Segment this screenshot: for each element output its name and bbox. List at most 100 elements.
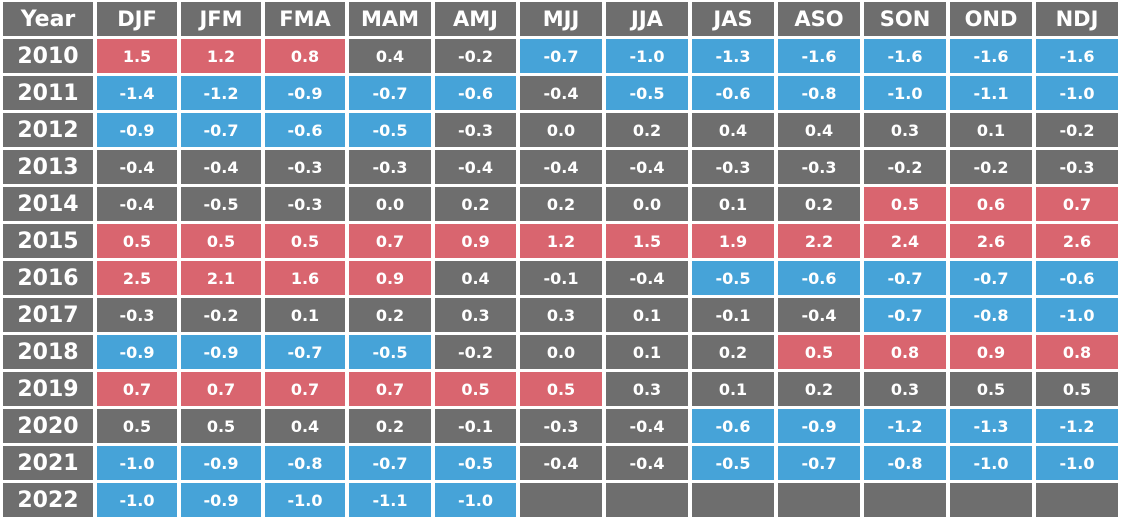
value-cell: -0.2 xyxy=(435,39,516,73)
value-cell: 0.3 xyxy=(520,298,602,332)
value-cell: -1.6 xyxy=(778,39,860,73)
value-cell: 0.7 xyxy=(181,372,261,406)
year-label: 2019 xyxy=(3,372,93,406)
value-cell: 0.1 xyxy=(606,335,688,369)
year-label: 2017 xyxy=(3,298,93,332)
value-cell: -0.7 xyxy=(349,446,431,480)
year-label: 2012 xyxy=(3,113,93,147)
header-row: Year DJF JFM FMA MAM AMJ MJJ JJA JAS ASO… xyxy=(3,2,1118,36)
value-cell: 0.0 xyxy=(520,113,602,147)
value-cell: -0.8 xyxy=(778,76,860,110)
value-cell: -0.9 xyxy=(97,113,177,147)
value-cell: -0.8 xyxy=(864,446,946,480)
value-cell: -1.4 xyxy=(97,76,177,110)
value-cell: 0.7 xyxy=(349,224,431,258)
value-cell: -0.3 xyxy=(97,298,177,332)
year-label: 2011 xyxy=(3,76,93,110)
value-cell: -0.1 xyxy=(520,261,602,295)
value-cell: -0.2 xyxy=(864,150,946,184)
empty-cell xyxy=(950,483,1032,517)
table-row: 2016 2.5 2.1 1.6 0.9 0.4 -0.1 -0.4 -0.5 -0.6 -0.7-… xyxy=(3,261,1118,295)
value-cell: 0.2 xyxy=(778,372,860,406)
value-cell: -1.2 xyxy=(1036,409,1118,443)
season-header-jja: JJA xyxy=(606,2,688,36)
year-label: 2021 xyxy=(3,446,93,480)
year-label: 2013 xyxy=(3,150,93,184)
value-cell: 1.5 xyxy=(606,224,688,258)
table-row: 2017 -0.3 -0.2 0.1 0.2 0.3 0.3 0.1 -0.1 -0.4 -0.7-… xyxy=(3,298,1118,332)
value-cell: 0.2 xyxy=(349,298,431,332)
value-cell: 0.9 xyxy=(349,261,431,295)
empty-cell xyxy=(692,483,774,517)
table-body: 2010 1.5 1.2 0.8 0.4 -0.2 -0.7 -1.0 -1.3 -1.6 -1.6… xyxy=(3,39,1118,517)
value-cell: 0.2 xyxy=(435,187,516,221)
value-cell: -0.4 xyxy=(778,298,860,332)
value-cell: -0.6 xyxy=(1036,261,1118,295)
value-cell: 0.1 xyxy=(606,298,688,332)
empty-cell xyxy=(606,483,688,517)
value-cell: -1.0 xyxy=(97,446,177,480)
value-cell: -1.0 xyxy=(1036,76,1118,110)
value-cell: -1.1 xyxy=(349,483,431,517)
value-cell: -0.4 xyxy=(520,76,602,110)
value-cell: -0.3 xyxy=(778,150,860,184)
value-cell: 1.6 xyxy=(265,261,345,295)
season-header-jas: JAS xyxy=(692,2,774,36)
value-cell: 0.1 xyxy=(692,187,774,221)
value-cell: 0.2 xyxy=(692,335,774,369)
value-cell: -0.7 xyxy=(864,261,946,295)
value-cell: -0.7 xyxy=(864,298,946,332)
value-cell: -0.5 xyxy=(349,113,431,147)
value-cell: 0.7 xyxy=(265,372,345,406)
value-cell: -0.5 xyxy=(349,335,431,369)
value-cell: -0.3 xyxy=(520,409,602,443)
year-label: 2016 xyxy=(3,261,93,295)
value-cell: 2.6 xyxy=(1036,224,1118,258)
value-cell: 0.7 xyxy=(349,372,431,406)
table-row: 2014 -0.4 -0.5 -0.3 0.0 0.2 0.2 0.0 0.1 0.2 0.5 0.6… xyxy=(3,187,1118,221)
value-cell: -1.2 xyxy=(181,76,261,110)
value-cell: 0.1 xyxy=(692,372,774,406)
value-cell: -0.4 xyxy=(435,150,516,184)
year-column-header: Year xyxy=(3,2,93,36)
value-cell: 0.5 xyxy=(1036,372,1118,406)
value-cell: -0.4 xyxy=(97,150,177,184)
season-header-amj: AMJ xyxy=(435,2,516,36)
value-cell: 0.8 xyxy=(864,335,946,369)
year-label: 2020 xyxy=(3,409,93,443)
value-cell: 0.5 xyxy=(950,372,1032,406)
value-cell: 0.5 xyxy=(864,187,946,221)
table-row: 2018 -0.9 -0.9 -0.7 -0.5 -0.2 0.0 0.1 0.2 0.5 0.8 0… xyxy=(3,335,1118,369)
value-cell: -1.0 xyxy=(950,446,1032,480)
value-cell: -0.2 xyxy=(435,335,516,369)
value-cell: 0.9 xyxy=(950,335,1032,369)
table-row: 2010 1.5 1.2 0.8 0.4 -0.2 -0.7 -1.0 -1.3 -1.6 -1.6… xyxy=(3,39,1118,73)
season-header-fma: FMA xyxy=(265,2,345,36)
value-cell: -1.0 xyxy=(864,76,946,110)
value-cell: -1.6 xyxy=(1036,39,1118,73)
value-cell: -0.4 xyxy=(97,187,177,221)
value-cell: -0.9 xyxy=(181,335,261,369)
value-cell: 0.8 xyxy=(1036,335,1118,369)
year-label: 2014 xyxy=(3,187,93,221)
value-cell: 0.9 xyxy=(435,224,516,258)
value-cell: 1.5 xyxy=(97,39,177,73)
value-cell: 0.3 xyxy=(864,113,946,147)
table-row: 2019 0.7 0.7 0.7 0.7 0.5 0.5 0.3 0.1 0.2 0.3 0.5 0.5 xyxy=(3,372,1118,406)
table-row: 2021 -1.0 -0.9 -0.8 -0.7 -0.5 -0.4 -0.4 -0.5 -0.7… xyxy=(3,446,1118,480)
value-cell: 0.6 xyxy=(950,187,1032,221)
value-cell: -1.6 xyxy=(864,39,946,73)
value-cell: 2.1 xyxy=(181,261,261,295)
value-cell: 0.7 xyxy=(97,372,177,406)
value-cell: -0.1 xyxy=(435,409,516,443)
value-cell: 0.4 xyxy=(778,113,860,147)
value-cell: -0.9 xyxy=(778,409,860,443)
value-cell: 0.3 xyxy=(864,372,946,406)
value-cell: 0.4 xyxy=(349,39,431,73)
value-cell: -1.0 xyxy=(435,483,516,517)
value-cell: -1.0 xyxy=(606,39,688,73)
value-cell: -0.7 xyxy=(778,446,860,480)
season-header-djf: DJF xyxy=(97,2,177,36)
value-cell: -0.9 xyxy=(181,483,261,517)
